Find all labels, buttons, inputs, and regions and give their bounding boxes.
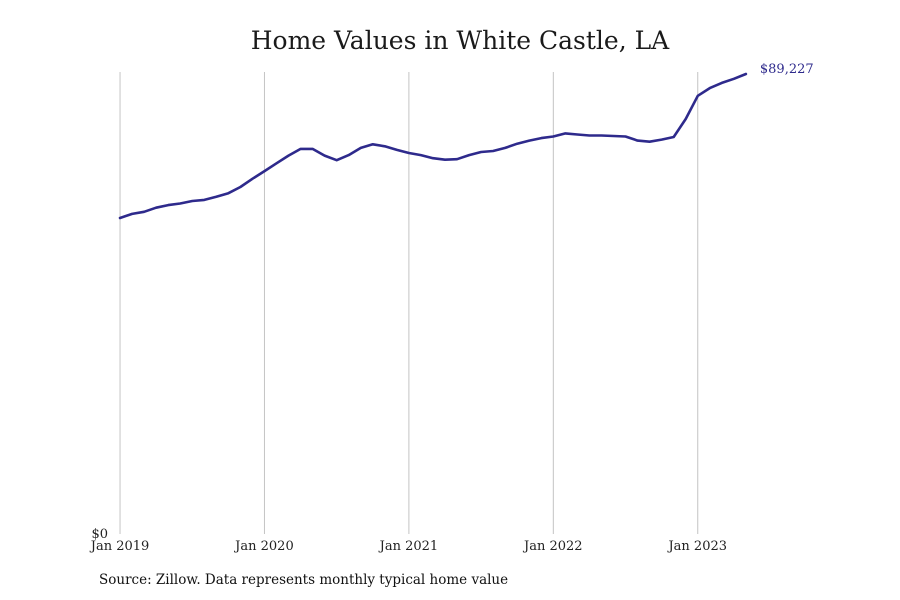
source-note: Source: Zillow. Data represents monthly … (99, 572, 509, 588)
x-tick-label: Jan 2021 (378, 539, 439, 554)
end-value-label: $89,227 (760, 62, 814, 77)
end-label-group: $89,227 (760, 62, 814, 77)
x-axis-tick-labels: Jan 2019 Jan 2020 Jan 2021 Jan 2022 Jan 2023 (89, 539, 727, 554)
series-group (118, 72, 748, 220)
y-axis-tick-labels: $0 (91, 527, 108, 542)
x-tick-label: Jan 2022 (522, 539, 583, 554)
x-tick-label: Jan 2020 (233, 539, 294, 554)
y-tick-label: $0 (91, 527, 108, 542)
x-tick-label: Jan 2023 (666, 539, 727, 554)
series-line (118, 72, 748, 220)
chart-title: Home Values in White Castle, LA (250, 26, 670, 55)
gridlines (119, 72, 699, 534)
x-tick-label: Jan 2019 (89, 539, 150, 554)
